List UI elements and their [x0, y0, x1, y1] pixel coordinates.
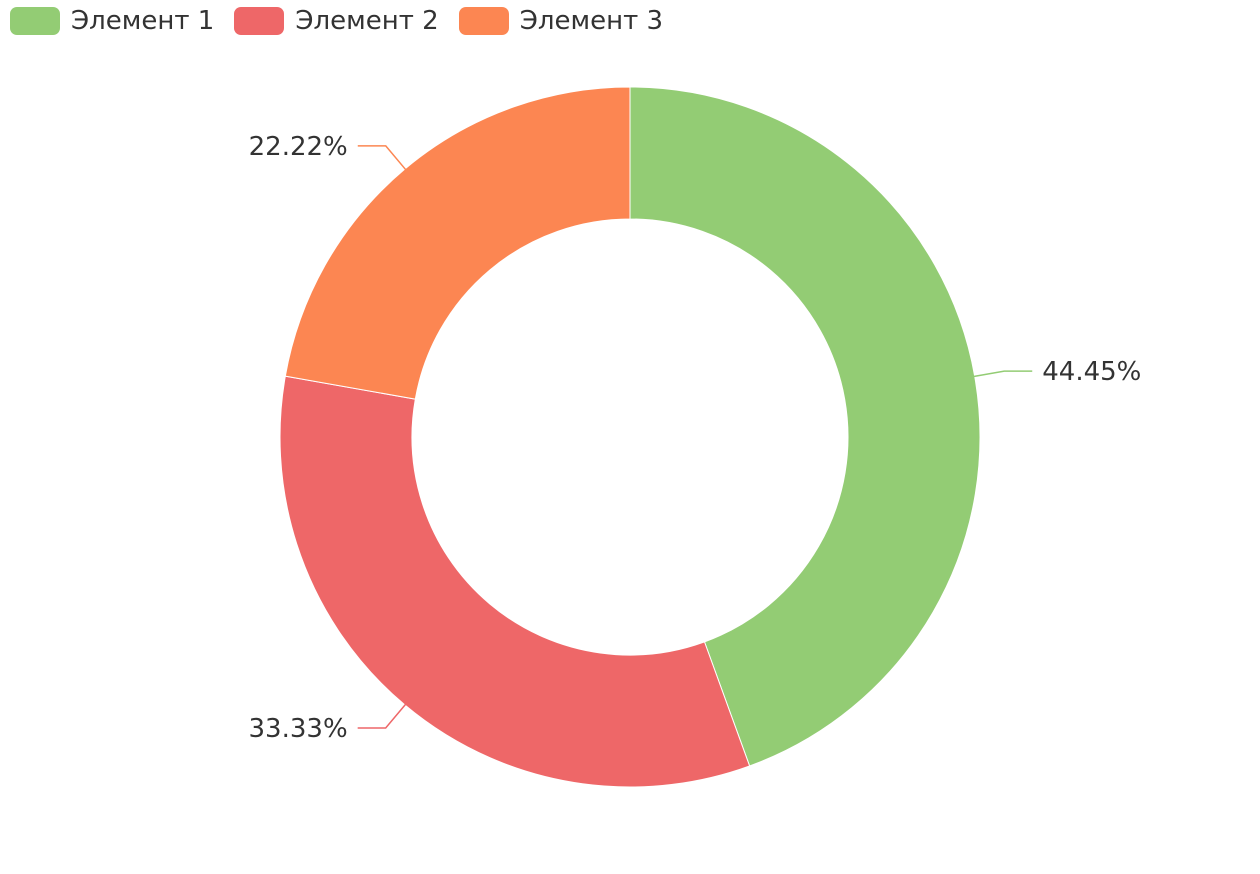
leader-line-element-1: [970, 370, 1033, 378]
legend-label-element-2: Элемент 2: [295, 6, 439, 36]
legend-swatch-element-3: [458, 7, 509, 35]
slice-label-element-2: 33.33%: [249, 714, 348, 744]
slice-label-element-1: 44.45%: [1042, 357, 1141, 387]
donut-slice-element-2[interactable]: [279, 375, 751, 788]
donut-slice-element-1[interactable]: [629, 86, 981, 767]
slice-label-element-3: 22.22%: [249, 132, 348, 162]
chart-legend: Элемент 1 Элемент 2 Элемент 3: [10, 6, 663, 36]
donut-slice-element-3[interactable]: [284, 86, 631, 400]
leader-line-element-3: [357, 145, 409, 173]
legend-swatch-element-1: [10, 7, 60, 35]
leader-line-element-2: [357, 701, 409, 729]
legend-item-element-2[interactable]: Элемент 2: [234, 6, 439, 36]
legend-item-element-1[interactable]: Элемент 1: [10, 6, 214, 36]
legend-item-element-3[interactable]: Элемент 3: [458, 6, 664, 36]
legend-label-element-3: Элемент 3: [519, 6, 664, 36]
legend-swatch-element-2: [234, 7, 285, 35]
legend-label-element-1: Элемент 1: [71, 6, 215, 36]
